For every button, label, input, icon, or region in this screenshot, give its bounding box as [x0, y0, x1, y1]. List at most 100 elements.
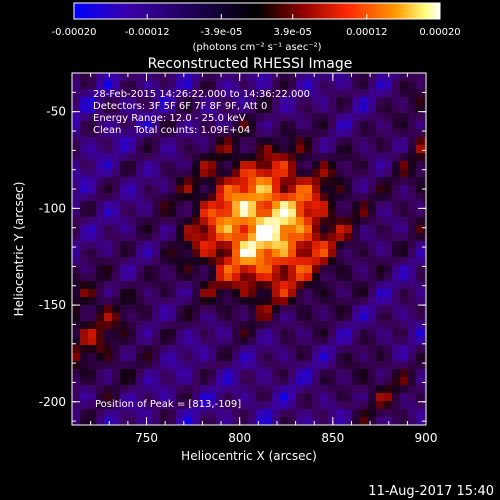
- heatmap-cell: [312, 393, 321, 402]
- heatmap-cell: [392, 345, 401, 354]
- heatmap-cell: [168, 265, 177, 274]
- heatmap-cell: [248, 121, 257, 130]
- heatmap-cell: [288, 361, 297, 370]
- heatmap-cell: [312, 289, 321, 298]
- heatmap-cell: [264, 289, 273, 298]
- heatmap-cell: [392, 169, 401, 178]
- heatmap-cell: [136, 177, 145, 186]
- heatmap-cell: [96, 337, 105, 346]
- heatmap-cell: [280, 145, 289, 154]
- heatmap-cell: [136, 385, 145, 394]
- heatmap-cell: [304, 289, 313, 298]
- heatmap-cell: [248, 377, 257, 386]
- heatmap-cell: [384, 129, 393, 138]
- heatmap-cell: [264, 105, 273, 114]
- heatmap-cell: [280, 193, 289, 202]
- heatmap-cell: [360, 177, 369, 186]
- heatmap-cell: [168, 393, 177, 402]
- heatmap-cell: [384, 353, 393, 362]
- heatmap-cell: [384, 377, 393, 386]
- heatmap-cell: [88, 289, 97, 298]
- heatmap-cell: [144, 137, 153, 146]
- heatmap-cell: [416, 369, 425, 378]
- heatmap-cell: [320, 105, 329, 114]
- heatmap-cell: [72, 137, 81, 146]
- heatmap-cell: [344, 105, 353, 114]
- heatmap-cell: [152, 81, 161, 90]
- heatmap-cell: [104, 97, 113, 106]
- heatmap-cell: [128, 249, 137, 258]
- heatmap-cell: [376, 105, 385, 114]
- heatmap-cell: [256, 281, 265, 290]
- peak-position-label: Position of Peak = [813,-109]: [95, 399, 241, 410]
- heatmap-cell: [392, 377, 401, 386]
- heatmap-cell: [168, 145, 177, 154]
- heatmap-cell: [248, 225, 257, 234]
- heatmap-cell: [152, 281, 161, 290]
- heatmap-cell: [424, 241, 426, 250]
- heatmap-cell: [208, 289, 217, 298]
- heatmap-cell: [176, 73, 185, 82]
- heatmap-cell: [344, 257, 353, 266]
- heatmap-cell: [112, 177, 121, 186]
- heatmap-cell: [240, 129, 249, 138]
- heatmap-cell: [152, 169, 161, 178]
- heatmap-cell: [344, 193, 353, 202]
- heatmap-cell: [360, 321, 369, 330]
- heatmap-cell: [408, 281, 417, 290]
- heatmap-cell: [208, 137, 217, 146]
- heatmap-cell: [224, 409, 233, 418]
- heatmap-cell: [296, 201, 305, 210]
- heatmap-cell: [96, 321, 105, 330]
- heatmap-cell: [128, 185, 137, 194]
- heatmap-cell: [320, 377, 329, 386]
- heatmap-cell: [168, 121, 177, 130]
- heatmap-cell: [384, 89, 393, 98]
- heatmap-cell: [136, 153, 145, 162]
- heatmap-cell: [120, 209, 129, 218]
- heatmap-cell: [144, 297, 153, 306]
- heatmap-cell: [288, 113, 297, 122]
- heatmap-cell: [272, 177, 281, 186]
- heatmap-cell: [336, 369, 345, 378]
- heatmap-cell: [136, 161, 145, 170]
- heatmap-cell: [408, 137, 417, 146]
- heatmap-cell: [360, 201, 369, 210]
- heatmap-cell: [352, 241, 361, 250]
- heatmap-cell: [320, 201, 329, 210]
- heatmap-cell: [160, 241, 169, 250]
- heatmap-cell: [152, 361, 161, 370]
- heatmap-cell: [208, 401, 217, 410]
- heatmap-cell: [184, 369, 193, 378]
- heatmap-cell: [280, 281, 289, 290]
- heatmap-cell: [408, 185, 417, 194]
- heatmap-cell: [368, 169, 377, 178]
- heatmap-cell: [88, 353, 97, 362]
- heatmap-cell: [248, 417, 257, 425]
- heatmap-cell: [424, 137, 426, 146]
- heatmap-cell: [352, 337, 361, 346]
- heatmap-cell: [184, 345, 193, 354]
- heatmap-cell: [96, 289, 105, 298]
- heatmap-cell: [128, 401, 137, 410]
- heatmap-cell: [128, 337, 137, 346]
- heatmap-cell: [88, 329, 97, 338]
- heatmap-cell: [184, 281, 193, 290]
- heatmap-cell: [288, 393, 297, 402]
- heatmap-cell: [248, 129, 257, 138]
- heatmap-cell: [160, 145, 169, 154]
- heatmap-cell: [208, 185, 217, 194]
- heatmap-cell: [136, 257, 145, 266]
- heatmap-cell: [176, 97, 185, 106]
- heatmap-cell: [160, 385, 169, 394]
- heatmap-cell: [408, 337, 417, 346]
- heatmap-cell: [328, 337, 337, 346]
- heatmap-cell: [264, 169, 273, 178]
- heatmap-cell: [424, 329, 426, 338]
- heatmap-cell: [200, 73, 209, 82]
- heatmap-cell: [376, 89, 385, 98]
- heatmap-cell: [168, 73, 177, 82]
- heatmap-cell: [224, 257, 233, 266]
- heatmap-cell: [336, 113, 345, 122]
- heatmap-cell: [120, 265, 129, 274]
